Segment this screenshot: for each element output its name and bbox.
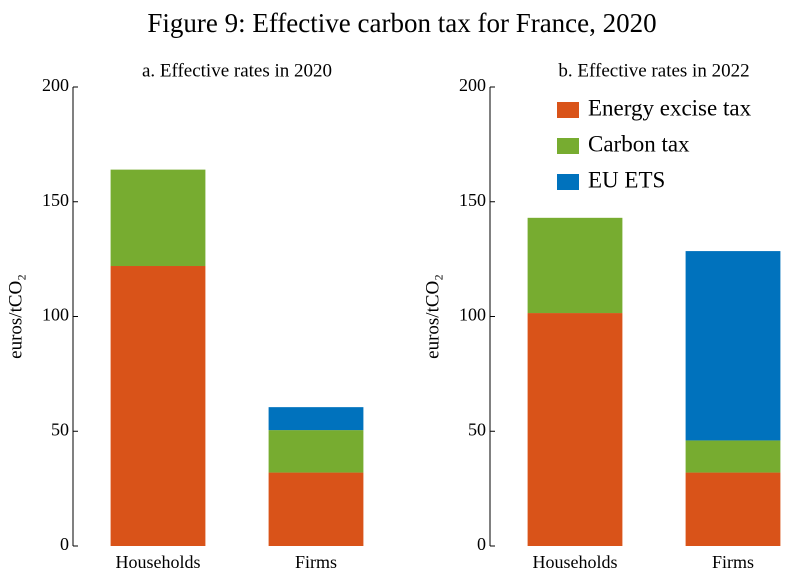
x-tick-label: Firms	[712, 552, 754, 572]
y-axis-label: euros/tCO₂	[422, 274, 443, 359]
bar-segment	[527, 217, 623, 314]
x-tick-label: Households	[533, 552, 618, 572]
y-tick-label: 200	[42, 75, 69, 95]
bar-segment	[685, 251, 781, 441]
subplot-title: b. Effective rates in 2022	[558, 60, 749, 81]
bar-segment	[110, 169, 206, 267]
bar-segment	[268, 407, 364, 431]
y-tick-label: 50	[51, 419, 69, 439]
legend-label: Carbon tax	[588, 131, 690, 156]
bar-segment	[685, 472, 781, 546]
legend-swatch	[557, 138, 579, 154]
y-tick-label: 50	[468, 419, 486, 439]
x-tick-label: Households	[116, 552, 201, 572]
legend-label: EU ETS	[588, 167, 665, 192]
y-tick-label: 100	[42, 305, 69, 325]
bar-segment	[268, 430, 364, 473]
y-tick-label: 0	[60, 534, 69, 554]
bar-segment	[110, 266, 206, 546]
bar-segment	[527, 313, 623, 546]
y-tick-label: 100	[459, 305, 486, 325]
y-axis-label: euros/tCO₂	[5, 274, 26, 359]
x-tick-label: Firms	[295, 552, 337, 572]
legend-swatch	[557, 102, 579, 118]
subplot-title: a. Effective rates in 2020	[142, 60, 332, 81]
figure-title: Figure 9: Effective carbon tax for Franc…	[147, 8, 656, 38]
y-tick-label: 200	[459, 75, 486, 95]
legend-label: Energy excise tax	[588, 95, 752, 120]
y-tick-label: 0	[477, 534, 486, 554]
y-tick-label: 150	[459, 190, 486, 210]
legend-swatch	[557, 174, 579, 190]
bar-segment	[268, 472, 364, 546]
y-tick-label: 150	[42, 190, 69, 210]
bar-segment	[685, 440, 781, 473]
